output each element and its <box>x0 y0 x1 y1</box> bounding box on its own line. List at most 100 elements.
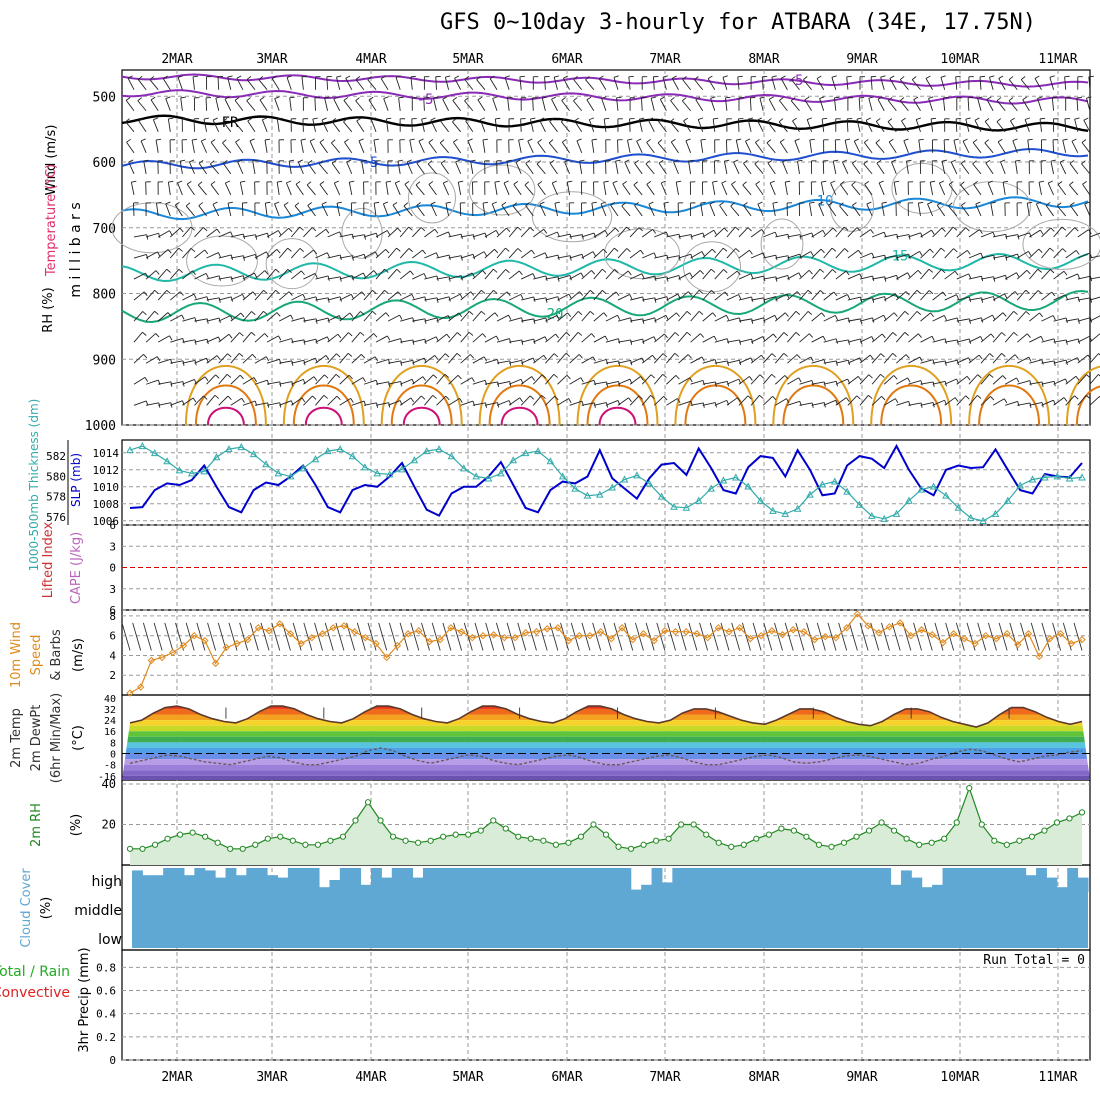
wind-barb-flag <box>356 117 362 122</box>
wind-barb-flag <box>881 333 886 339</box>
wind-barb <box>174 204 183 217</box>
wind-barb-flag <box>227 75 233 78</box>
wind-barb <box>395 77 401 90</box>
wind-barb-flag <box>436 297 439 303</box>
wind-barb-flag <box>834 315 838 321</box>
wind-barb <box>489 78 498 90</box>
warm-contour <box>390 384 453 426</box>
wind-barb-flag <box>1025 311 1030 316</box>
wind-barb <box>203 118 208 132</box>
wind-barb-flag <box>1081 139 1087 143</box>
wind-barb-flag <box>1078 318 1080 324</box>
wind-barb <box>944 378 957 385</box>
wind-barb <box>230 312 242 322</box>
wind10-point <box>425 637 434 646</box>
wind-barb-flag <box>471 272 475 278</box>
wind-barb <box>133 234 147 238</box>
cloud-high-bar <box>422 868 434 892</box>
date-label-bottom: 3MAR <box>256 1070 287 1085</box>
wind-barb <box>1005 253 1018 259</box>
wind-barb <box>847 357 860 364</box>
wind-barb-flag <box>987 180 993 184</box>
wind-barb-flag <box>992 314 996 320</box>
wind-barb-flag <box>722 75 728 78</box>
wind-barb-flag <box>418 138 424 142</box>
wind-barb <box>670 141 679 154</box>
wind-barb <box>533 228 545 238</box>
rh-unit: (%) <box>69 814 84 837</box>
wind-barb-flag <box>822 229 826 235</box>
wind-barb <box>629 273 643 280</box>
wind-barb-flag <box>711 248 716 254</box>
wind-barb-flag <box>153 117 159 121</box>
wind-barb-flag <box>1070 202 1075 206</box>
wind-barb-flag <box>1015 159 1021 162</box>
wind-barb <box>169 269 180 280</box>
wind-barb <box>984 142 994 154</box>
wind-barb <box>726 397 738 406</box>
wind-barb-flag <box>640 249 644 255</box>
wind-barb <box>738 395 749 406</box>
wind-barb-flag <box>556 315 560 321</box>
wind-barb <box>714 247 724 259</box>
wind-barb <box>899 79 909 91</box>
thickness-point <box>249 450 258 458</box>
wind10-barb <box>303 622 313 651</box>
wind-barb <box>735 140 740 153</box>
wind-barb-flag <box>1014 291 1019 296</box>
wind10-point <box>629 635 637 644</box>
wind-barb-flag <box>642 318 645 324</box>
wind-barb <box>763 276 777 280</box>
wind-barb <box>654 254 668 259</box>
wind-barb <box>1008 79 1018 91</box>
wind-barb-flag <box>972 160 977 165</box>
wind-barb <box>726 378 740 385</box>
wind-barb-flag <box>307 202 312 206</box>
wind-barb-flag <box>896 275 899 281</box>
cloud-high-bar <box>776 868 788 892</box>
wind-barb-flag <box>907 272 911 278</box>
wind-barb-flag <box>650 374 656 379</box>
wind-barb <box>658 121 667 133</box>
wind-barb-flag <box>747 395 752 400</box>
wind-barb-flag <box>820 248 825 254</box>
wind-barb-flag <box>577 331 583 336</box>
wind-barb-flag <box>646 181 652 185</box>
wind-barb <box>230 255 244 259</box>
wind-barb <box>283 204 292 217</box>
wind-barb <box>157 289 168 301</box>
wind-barb-flag <box>143 291 148 296</box>
wind10-point <box>532 628 541 636</box>
wind-barb <box>536 163 546 175</box>
rh-point <box>415 839 422 846</box>
wind-barb <box>1056 205 1067 217</box>
wind-barb <box>943 139 946 153</box>
rh-point <box>815 841 823 848</box>
wind-barb-flag <box>312 117 318 120</box>
wind-barb <box>1059 161 1067 175</box>
wind-barb <box>331 163 341 175</box>
wind-barb <box>194 395 204 406</box>
wind-barb <box>757 203 764 217</box>
wind10-barb <box>977 622 987 651</box>
wind-barb <box>816 78 825 90</box>
wind-barb <box>654 231 667 238</box>
wind-barb <box>363 290 373 301</box>
wind-barb <box>508 270 520 280</box>
thickness-point <box>880 514 889 522</box>
wind-barb-flag <box>327 275 330 281</box>
wind-barb <box>545 333 556 343</box>
wind-barb-flag <box>928 290 934 295</box>
wind-barb <box>206 297 220 301</box>
wind10-point <box>233 639 241 648</box>
wind-barb-flag <box>1004 293 1008 299</box>
wind-barb-flag <box>834 96 840 99</box>
wind10-barb <box>388 622 398 651</box>
date-label-bottom: 9MAR <box>846 1070 877 1085</box>
wind-barb <box>1077 335 1090 343</box>
wind-barb-flag <box>327 297 330 303</box>
wind-barb-flag <box>819 290 825 295</box>
wind-barb <box>566 182 571 195</box>
wind-barb <box>424 317 438 322</box>
wind-barb <box>726 226 736 238</box>
